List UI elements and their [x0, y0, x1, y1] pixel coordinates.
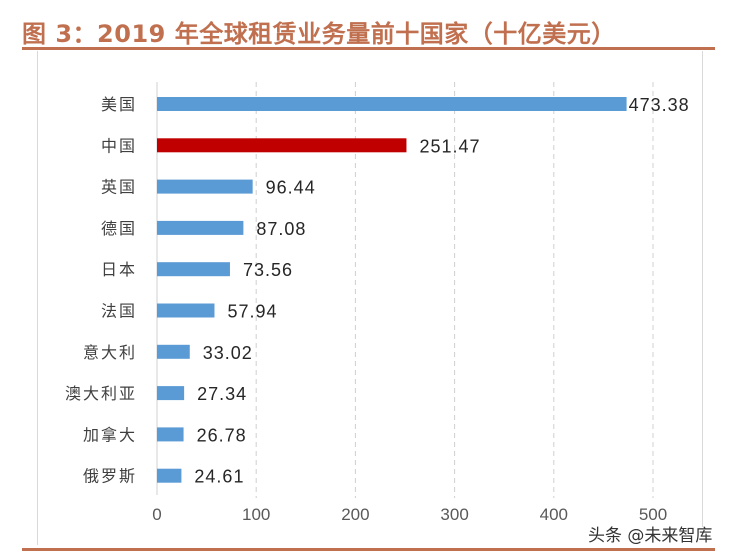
figure-title: 图 3：2019 年全球租赁业务量前十国家（十亿美元）: [22, 20, 616, 48]
data-label: 27.34: [197, 384, 247, 404]
bar: [157, 468, 182, 483]
bar: [157, 344, 190, 359]
bottom-rule: [22, 548, 715, 551]
data-label: 73.56: [243, 260, 293, 280]
category-label: 英国: [101, 178, 137, 197]
category-label: 澳大利亚: [65, 384, 137, 403]
x-tick-label: 200: [341, 505, 369, 524]
x-tick-label: 100: [242, 505, 270, 524]
bar: [157, 386, 185, 401]
data-label: 96.44: [266, 178, 316, 198]
category-label: 法国: [101, 302, 137, 321]
x-tick-label: 400: [540, 505, 568, 524]
category-label: 中国: [101, 136, 137, 155]
category-label: 俄罗斯: [83, 467, 137, 486]
chart-frame: [37, 51, 703, 545]
category-label: 意大利: [83, 343, 137, 362]
bar: [157, 97, 627, 111]
category-label: 加拿大: [83, 425, 137, 444]
x-tick-label: 0: [152, 505, 161, 524]
watermark: 头条 @未来智库: [588, 526, 713, 546]
data-label: 24.61: [194, 467, 244, 487]
data-label: 473.38: [629, 95, 690, 115]
x-tick-label: 300: [440, 505, 468, 524]
bar: [157, 179, 253, 194]
category-label: 美国: [101, 95, 137, 114]
category-label: 德国: [101, 219, 137, 238]
bar: [157, 427, 184, 442]
data-label: 57.94: [227, 302, 277, 322]
bar: [157, 138, 407, 153]
category-label: 日本: [101, 260, 137, 279]
x-tick-label: 500: [639, 505, 667, 524]
data-label: 26.78: [197, 425, 247, 445]
data-label: 33.02: [203, 343, 253, 363]
bar: [157, 262, 230, 277]
bar: [157, 303, 215, 318]
data-label: 87.08: [256, 219, 306, 239]
bar: [157, 220, 244, 235]
title-rule: [22, 47, 715, 50]
data-label: 251.47: [419, 136, 480, 156]
